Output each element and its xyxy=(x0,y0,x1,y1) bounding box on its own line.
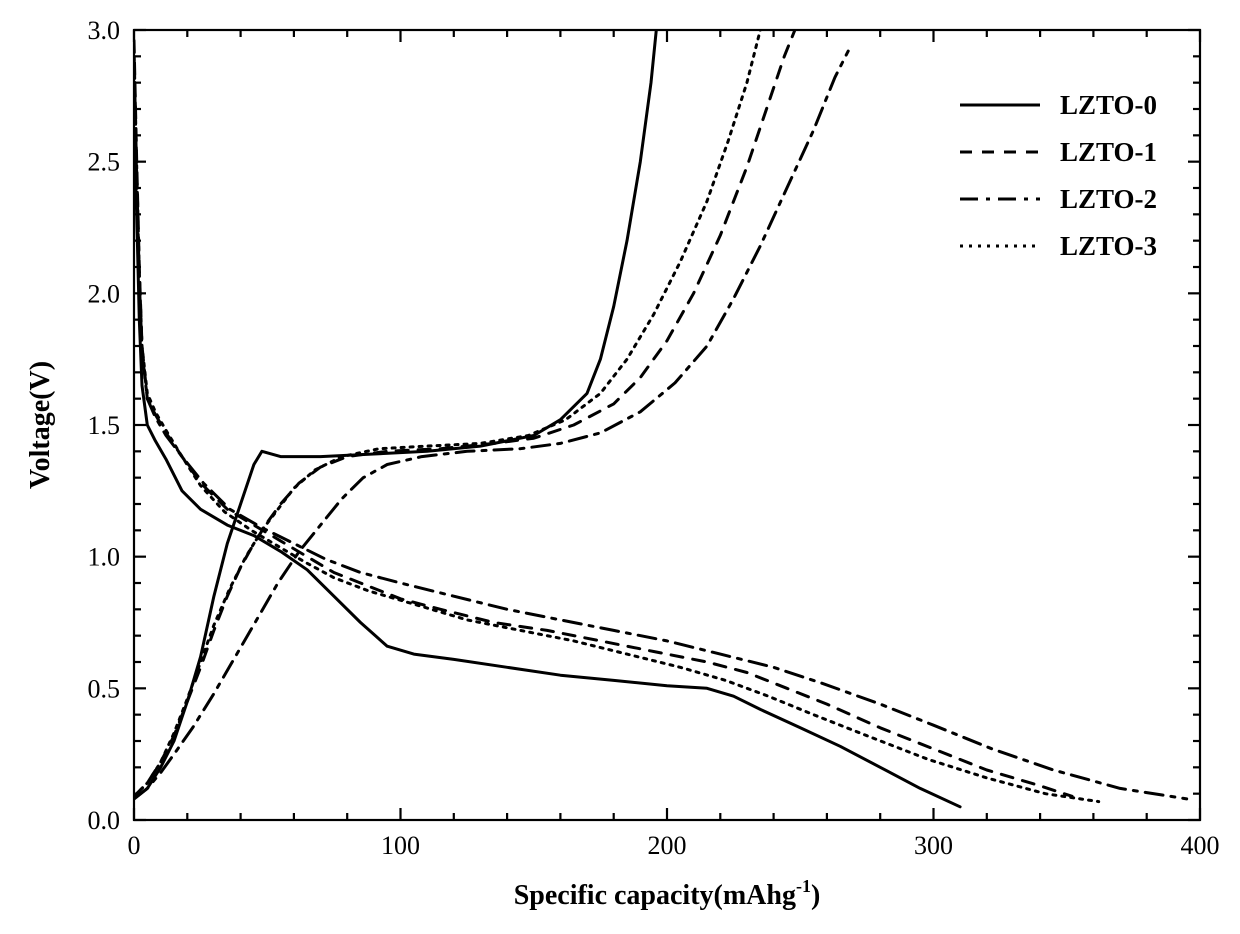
svg-text:2.5: 2.5 xyxy=(88,148,121,177)
svg-text:1.5: 1.5 xyxy=(88,411,121,440)
svg-text:200: 200 xyxy=(648,831,687,860)
svg-text:0.0: 0.0 xyxy=(88,806,121,835)
svg-text:1.0: 1.0 xyxy=(88,543,121,572)
svg-text:100: 100 xyxy=(381,831,420,860)
svg-text:3.0: 3.0 xyxy=(88,16,121,45)
svg-text:2.0: 2.0 xyxy=(88,279,121,308)
legend-label: LZTO-1 xyxy=(1060,137,1157,167)
legend-label: LZTO-3 xyxy=(1060,231,1157,261)
legend-label: LZTO-2 xyxy=(1060,184,1157,214)
svg-text:Specific capacity(mAhg-1): Specific capacity(mAhg-1) xyxy=(514,876,821,911)
svg-text:400: 400 xyxy=(1181,831,1220,860)
voltage-capacity-chart: 0 100 200 300 400 0.0 0.5 1.0 1.5 2.0 2.5 3.0 Voltag… xyxy=(0,0,1240,934)
svg-text:0: 0 xyxy=(128,831,141,860)
legend-label: LZTO-0 xyxy=(1060,90,1157,120)
svg-text:0.5: 0.5 xyxy=(88,674,121,703)
svg-text:300: 300 xyxy=(914,831,953,860)
svg-text:Voltage(V): Voltage(V) xyxy=(25,361,56,489)
